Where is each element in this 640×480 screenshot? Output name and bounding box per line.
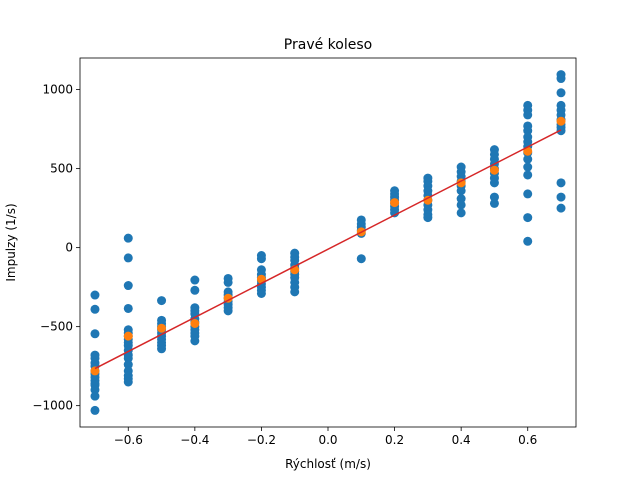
- data-point: [223, 293, 233, 303]
- data-point: [523, 126, 533, 136]
- data-point: [489, 192, 499, 202]
- data-point: [489, 165, 499, 175]
- data-point: [223, 306, 233, 316]
- x-tick-label: 0.6: [518, 433, 537, 447]
- data-point: [90, 405, 100, 415]
- data-point: [123, 353, 133, 363]
- data-point: [456, 208, 466, 218]
- data-point: [157, 344, 167, 354]
- data-point: [523, 154, 533, 164]
- y-axis-ticks: −1000 −500 0 500 1000: [32, 83, 80, 413]
- plot-area: [79, 57, 577, 428]
- data-point: [90, 385, 100, 395]
- data-point: [423, 195, 433, 205]
- data-point: [556, 116, 566, 126]
- x-tick-label: −0.2: [247, 433, 276, 447]
- fit-line: [94, 129, 562, 370]
- data-point: [123, 377, 133, 387]
- data-point: [190, 275, 200, 285]
- data-point: [489, 198, 499, 208]
- data-point: [489, 178, 499, 188]
- data-point: [190, 285, 200, 295]
- x-axis-label: Rýchlosť (m/s): [285, 457, 371, 471]
- data-point: [456, 186, 466, 196]
- data-point: [157, 296, 167, 306]
- x-tick-label: 0.0: [318, 433, 337, 447]
- data-point: [556, 192, 566, 202]
- data-point: [123, 331, 133, 341]
- data-point: [256, 288, 266, 298]
- x-tick-label: −0.6: [114, 433, 143, 447]
- x-axis-ticks: −0.6 −0.4 −0.2 0.0 0.2 0.4 0.6: [114, 427, 537, 447]
- data-point: [456, 194, 466, 204]
- data-point: [390, 208, 400, 218]
- series-2: [94, 129, 562, 370]
- data-point: [123, 253, 133, 263]
- data-point: [190, 336, 200, 346]
- data-point: [556, 88, 566, 98]
- data-point: [523, 170, 533, 180]
- data-point: [456, 200, 466, 210]
- y-tick-label: −1000: [32, 399, 73, 413]
- series-1: [90, 116, 566, 376]
- data-point: [90, 366, 100, 376]
- data-point: [523, 162, 533, 172]
- data-point: [157, 323, 167, 333]
- data-point: [256, 254, 266, 264]
- chart-title: Pravé koleso: [284, 37, 372, 53]
- y-tick-label: 1000: [42, 83, 73, 97]
- y-tick-label: −500: [40, 320, 73, 334]
- data-point: [356, 254, 366, 264]
- data-point: [523, 146, 533, 156]
- data-point: [90, 290, 100, 300]
- data-point: [290, 287, 300, 297]
- data-point: [523, 189, 533, 199]
- data-point: [123, 360, 133, 370]
- data-point: [523, 213, 533, 223]
- data-point: [523, 110, 533, 120]
- data-point: [523, 236, 533, 246]
- data-point: [123, 233, 133, 243]
- data-point: [190, 318, 200, 328]
- y-tick-label: 500: [50, 162, 73, 176]
- data-marks: [90, 70, 566, 415]
- data-point: [223, 277, 233, 287]
- data-point: [556, 203, 566, 213]
- x-tick-label: 0.4: [452, 433, 471, 447]
- data-point: [556, 74, 566, 84]
- data-point: [390, 198, 400, 208]
- data-point: [556, 178, 566, 188]
- x-tick-label: −0.4: [180, 433, 209, 447]
- x-tick-label: 0.2: [385, 433, 404, 447]
- data-point: [423, 213, 433, 223]
- data-point: [123, 281, 133, 291]
- data-point: [123, 303, 133, 313]
- data-point: [90, 391, 100, 401]
- y-axis-label: Impulzy (1/s): [4, 203, 18, 281]
- data-point: [90, 304, 100, 314]
- data-point: [90, 329, 100, 339]
- y-tick-label: 0: [65, 241, 73, 255]
